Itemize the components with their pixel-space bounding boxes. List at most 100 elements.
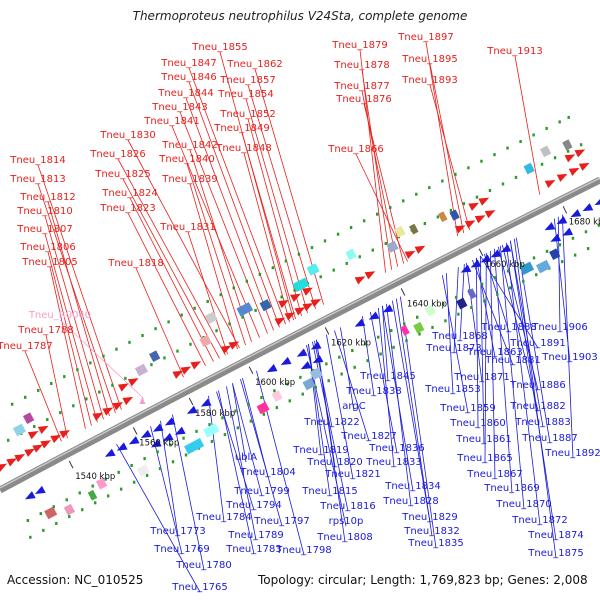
leader-line — [24, 350, 62, 442]
leader-line — [219, 51, 294, 321]
tick-dot — [234, 409, 237, 413]
leader-line — [514, 55, 541, 195]
reverse-gene-arrow — [174, 426, 186, 435]
tick-dot — [493, 276, 497, 280]
gene-label: Tneu_1859 — [439, 403, 495, 414]
tick-dot — [145, 473, 149, 477]
tick-dot — [392, 345, 395, 349]
tick-dot — [219, 293, 222, 297]
gene-label: Tneu_1824 — [101, 188, 157, 199]
tick-dot — [78, 491, 81, 495]
forward-gene-arrow — [478, 197, 490, 206]
reverse-gene-arrow — [200, 398, 212, 407]
reverse-gene-arrow — [140, 429, 152, 439]
tick-dot — [377, 335, 380, 339]
reverse-gene-arrow — [550, 233, 562, 242]
forward-gene-arrow — [364, 271, 376, 280]
gene-label: Tneu_1831 — [159, 222, 215, 233]
tick-dot — [301, 392, 304, 396]
tick-dot — [221, 416, 224, 420]
tick-dot — [206, 299, 209, 303]
leader-line — [232, 383, 247, 463]
forward-gene-arrow — [27, 431, 39, 440]
tick-dot — [130, 463, 133, 467]
tick-dot — [519, 140, 522, 144]
gene-label: Tneu_1843 — [151, 102, 207, 113]
gene-label: Tneu_1765 — [171, 582, 227, 593]
gene-block — [302, 377, 316, 391]
tick-dot — [46, 418, 49, 422]
tick-dot — [567, 115, 570, 119]
leader-line — [256, 370, 305, 556]
gene-label: Tneu_1873 — [425, 343, 481, 354]
reverse-gene-arrow — [152, 423, 164, 432]
leader-line — [429, 63, 465, 234]
gene-label: Tneu_1845 — [359, 371, 415, 382]
gene-label: Tneu_1875 — [527, 548, 583, 559]
gene-block — [12, 423, 26, 437]
gene-block — [259, 299, 272, 312]
leader-line — [513, 238, 557, 559]
forward-gene-arrow — [284, 312, 296, 321]
gene-label: Tneu_1913 — [486, 46, 542, 57]
tick-dot — [402, 199, 405, 203]
tick-dot — [483, 299, 486, 303]
tick-dot — [509, 286, 512, 290]
tick-dot — [55, 521, 58, 525]
gene-label: Tneu_1895 — [401, 54, 457, 65]
leader-line — [479, 255, 539, 349]
leader-line — [150, 426, 183, 555]
tick-dot — [332, 268, 335, 272]
gene-label: Tneu_1821 — [324, 469, 380, 480]
leader-line — [369, 311, 398, 454]
gene-label: Tneu_1863 — [466, 347, 522, 358]
gene-label: Tneu_1794 — [225, 500, 281, 511]
forward-gene-arrow — [464, 220, 476, 229]
tick-dot — [390, 329, 393, 333]
gene-label: Tneu_1870 — [495, 499, 551, 510]
tick-dot — [496, 292, 499, 296]
tick-dot — [327, 379, 330, 383]
gene-label: rps10p — [329, 516, 364, 527]
tick-dot — [241, 315, 244, 319]
leader-line — [334, 330, 370, 442]
leader-line — [429, 84, 471, 231]
leader-line — [129, 197, 214, 362]
genome-backbone — [0, 176, 600, 494]
reverse-gene-arrow — [382, 304, 394, 313]
leader-line — [160, 420, 179, 537]
gene-block — [400, 324, 410, 336]
tick-dot — [436, 215, 440, 219]
tick-dot — [280, 295, 283, 299]
leader-line — [453, 267, 459, 354]
rna-gene-label: Tneu_R0040 — [28, 310, 91, 321]
tick-dot — [416, 315, 419, 319]
leader-line — [247, 118, 302, 317]
gene-block — [523, 162, 535, 175]
gene-label: Tneu_1842 — [161, 140, 217, 151]
tick-dot — [353, 365, 356, 369]
tick-dot — [349, 226, 353, 230]
gene-block — [345, 248, 357, 261]
leader-line — [187, 231, 228, 355]
leader-line — [179, 111, 268, 334]
leader-line — [385, 303, 412, 507]
reverse-gene-arrow — [300, 361, 312, 370]
leader-line — [49, 266, 86, 429]
position-tick — [478, 248, 484, 257]
leader-line — [391, 300, 431, 523]
forward-gene-arrow — [6, 458, 18, 467]
gene-label: Tneu_1823 — [99, 203, 155, 214]
gene-label: Tneu_1828 — [382, 496, 438, 507]
tick-dot — [545, 126, 548, 130]
leader-line — [218, 390, 255, 555]
leader-line — [185, 97, 274, 331]
leader-line — [479, 255, 485, 445]
forward-gene-arrow — [127, 378, 139, 387]
forward-gene-arrow — [228, 341, 240, 350]
forward-gene-arrow — [468, 202, 480, 211]
leader-line — [557, 216, 561, 333]
tick-dot — [379, 352, 382, 356]
reverse-gene-arrow — [500, 244, 512, 253]
gene-label: Tneu_1844 — [157, 88, 213, 99]
